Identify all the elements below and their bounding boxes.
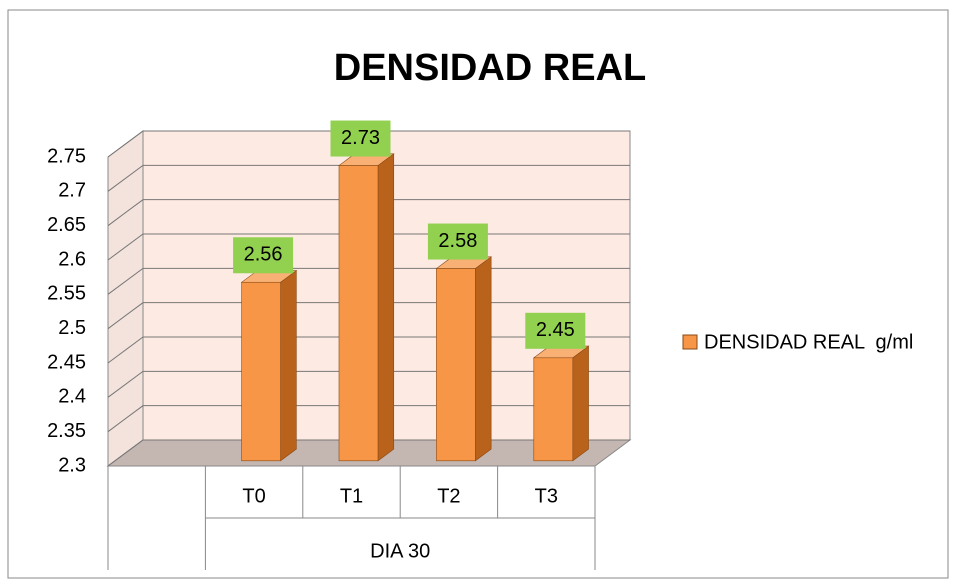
grid-line [107, 130, 630, 158]
side-wall [107, 130, 144, 467]
bar-side [280, 269, 297, 462]
bar-side [475, 256, 492, 462]
data-label-box [525, 312, 586, 349]
data-label-box [233, 237, 294, 274]
x-tick-label: T2 [437, 485, 460, 507]
grid-line [107, 164, 630, 192]
y-tick-label: 2.45 [47, 351, 86, 373]
x-tick-label: T1 [340, 485, 363, 507]
bar [338, 165, 379, 462]
bar-side [377, 153, 395, 462]
x-tick-label: T0 [242, 485, 265, 507]
x-group-label: DIA 30 [370, 540, 430, 562]
data-label: 2.73 [341, 127, 380, 149]
y-tick-label: 2.3 [58, 454, 86, 476]
data-label-box [427, 223, 488, 260]
bar [436, 268, 476, 462]
bar [533, 357, 574, 462]
y-tick-label: 2.65 [47, 214, 86, 236]
bar-side [572, 345, 589, 462]
data-label-box [330, 120, 391, 157]
y-tick-label: 2.35 [47, 420, 86, 442]
y-tick-label: 2.4 [58, 386, 86, 408]
y-tick-label: 2.7 [58, 180, 86, 202]
x-tick-label: T3 [535, 485, 558, 507]
data-label: 2.58 [438, 230, 477, 252]
data-label: 2.45 [536, 319, 575, 341]
y-tick-label: 2.5 [58, 317, 86, 339]
y-tick-label: 2.6 [58, 248, 86, 270]
y-tick-label: 2.75 [47, 145, 86, 167]
bar [241, 281, 281, 462]
chart-title: DENSIDAD REAL [334, 47, 646, 89]
y-tick-label: 2.55 [47, 283, 86, 305]
grid-line [107, 199, 630, 227]
legend-swatch [682, 334, 698, 350]
data-label: 2.56 [244, 244, 283, 266]
legend-label: DENSIDAD REAL g/ml [704, 331, 913, 353]
